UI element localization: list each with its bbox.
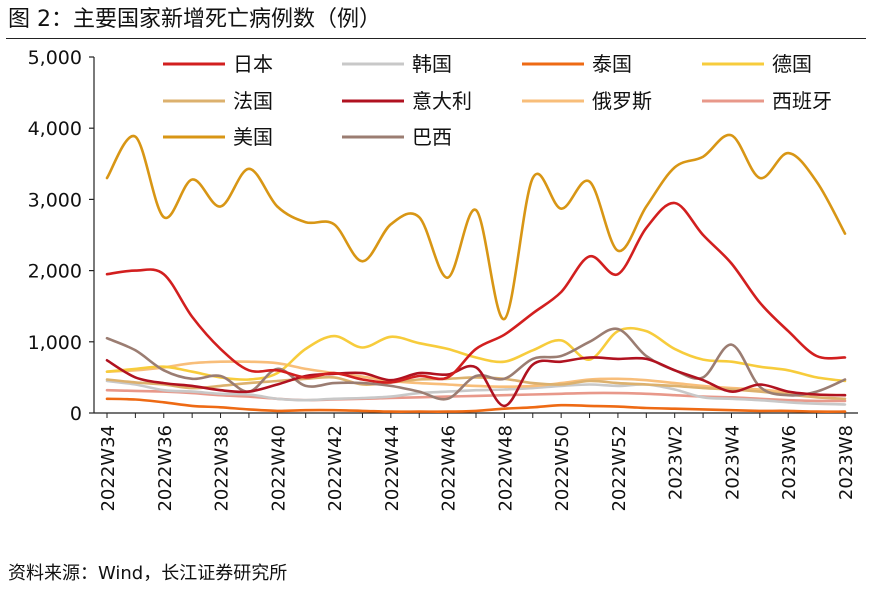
- legend-label: 法国: [233, 89, 273, 113]
- series-line-9: [105, 133, 847, 321]
- series-line-6: [105, 356, 847, 408]
- series-line-10: [105, 327, 847, 401]
- x-tick-label: 2023W2: [666, 425, 687, 500]
- legend-label: 泰国: [592, 52, 632, 76]
- series-line-1: [105, 201, 847, 384]
- x-tick-label: 2022W44: [382, 425, 403, 512]
- x-tick-label: 2022W42: [325, 425, 346, 512]
- figure-title: 图 2：主要国家新增死亡病例数（例）: [8, 7, 381, 32]
- x-tick-label: 2023W4: [722, 425, 743, 500]
- x-tick-label: 2022W34: [98, 425, 119, 512]
- series-line-3: [105, 397, 847, 413]
- series-line-2: [105, 379, 847, 406]
- x-tick-label: 2022W52: [609, 425, 630, 512]
- series-line-4: [105, 326, 847, 383]
- x-tick-label: 2023W8: [836, 425, 857, 500]
- legend-label: 巴西: [412, 125, 452, 149]
- series-layer: [105, 133, 847, 413]
- legend-label: 日本: [233, 52, 273, 76]
- y-tick-label: 2,000: [28, 261, 82, 283]
- x-tick-label: 2022W48: [495, 425, 516, 512]
- legend-label: 俄罗斯: [592, 89, 652, 113]
- legend-label: 德国: [772, 52, 812, 76]
- legend-label: 意大利: [412, 89, 472, 113]
- x-tick-label: 2022W40: [268, 425, 289, 512]
- y-tick-label: 5,000: [28, 47, 82, 69]
- y-tick-label: 0: [70, 403, 82, 425]
- chart-axes: 0 1,000 2,000 3,000 4,000 5,000 2022W34 2022W36…: [28, 47, 858, 512]
- x-tick-label: 2023W6: [779, 425, 800, 500]
- x-tick-label: 2022W50: [552, 425, 573, 512]
- x-tick-label: 2022W36: [155, 425, 176, 512]
- y-tick-label: 1,000: [28, 332, 82, 354]
- legend-label: 西班牙: [772, 89, 832, 113]
- legend-label: 美国: [233, 125, 273, 149]
- chart: 0 1,000 2,000 3,000 4,000 5,000 2022W34 2022W36…: [28, 47, 858, 512]
- y-tick-label: 4,000: [28, 118, 82, 140]
- source-note: 资料来源：Wind，长江证券研究所: [8, 563, 288, 584]
- x-tick-label: 2022W38: [212, 425, 233, 512]
- legend-label: 韩国: [412, 52, 452, 76]
- x-tick-label: 2022W46: [439, 425, 460, 512]
- y-tick-label: 3,000: [28, 189, 82, 211]
- series-line-8: [105, 388, 847, 403]
- title-rule: [6, 38, 866, 39]
- series-line-7: [105, 360, 847, 397]
